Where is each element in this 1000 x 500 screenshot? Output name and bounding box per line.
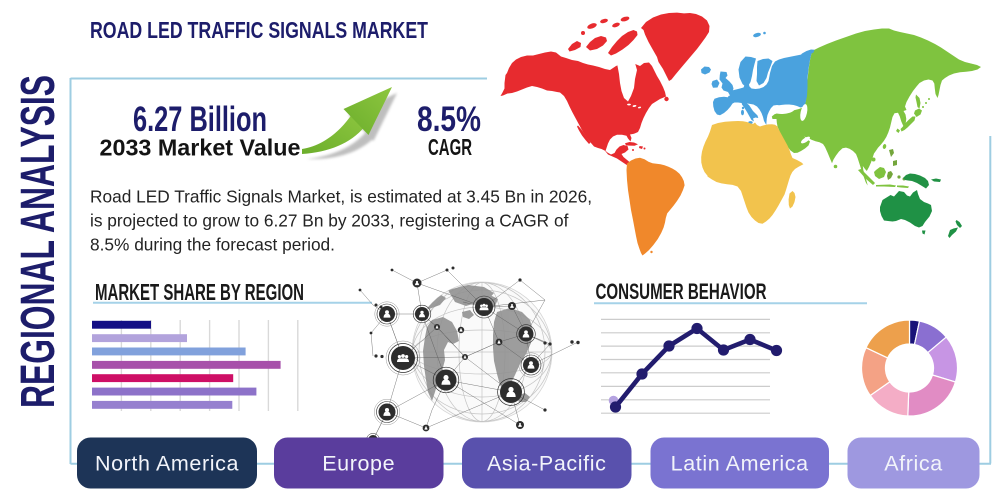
svg-text:North America: North America (95, 452, 239, 476)
svg-text:is projected to grow to 6.27 B: is projected to grow to 6.27 Bn by 2033,… (90, 211, 569, 231)
svg-text:CAGR: CAGR (428, 134, 472, 160)
svg-text:Road LED Traffic Signals Marke: Road LED Traffic Signals Market, is esti… (90, 187, 592, 207)
svg-text:Asia-Pacific: Asia-Pacific (487, 452, 607, 476)
svg-text:Latin America: Latin America (671, 452, 809, 476)
svg-text:8.5% during the forecast perio: 8.5% during the forecast period. (90, 235, 335, 255)
svg-text:Europe: Europe (322, 452, 395, 476)
svg-text:CONSUMER BEHAVIOR: CONSUMER BEHAVIOR (596, 279, 767, 304)
svg-text:ROAD LED TRAFFIC SIGNALS MARKE: ROAD LED TRAFFIC SIGNALS MARKET (90, 17, 428, 43)
svg-text:8.5%: 8.5% (417, 99, 481, 139)
svg-text:6.27 Billion: 6.27 Billion (133, 99, 267, 139)
svg-text:REGIONAL ANALYSIS: REGIONAL ANALYSIS (12, 75, 65, 408)
svg-text:2033 Market Value: 2033 Market Value (100, 135, 301, 161)
svg-text:Africa: Africa (884, 452, 943, 476)
svg-text:MARKET SHARE BY REGION: MARKET SHARE BY REGION (95, 279, 304, 305)
